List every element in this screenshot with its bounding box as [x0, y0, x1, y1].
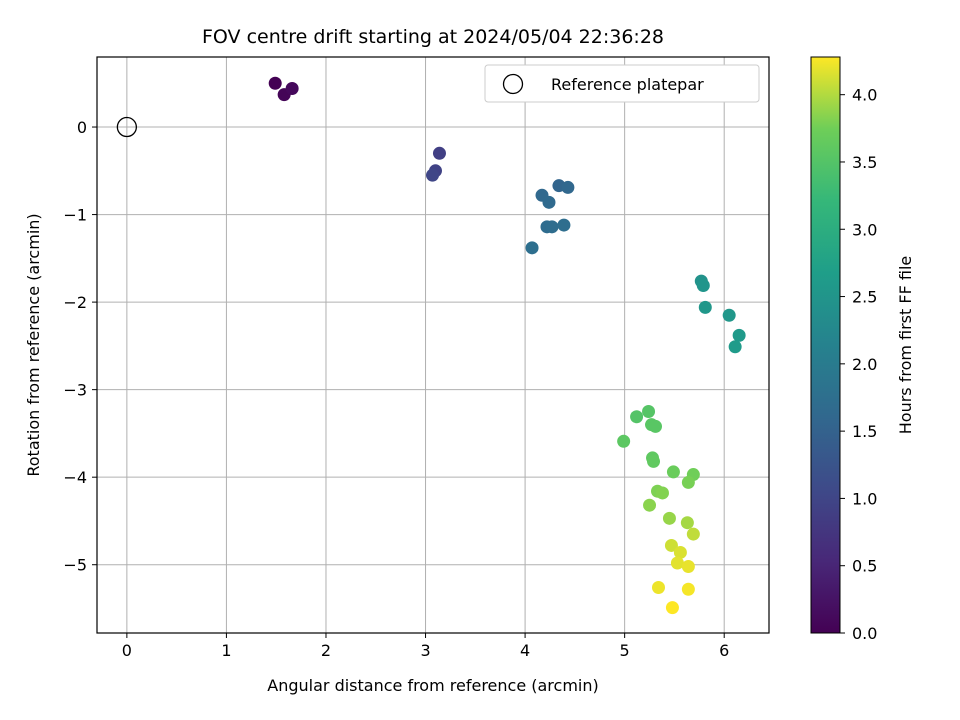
- plot-frame: [96, 56, 770, 634]
- legend-entry-reference: Reference platepar: [551, 75, 704, 94]
- data-point: [728, 340, 742, 354]
- y-tick-label: −3: [63, 381, 87, 400]
- data-point: [681, 582, 695, 596]
- data-point: [662, 511, 676, 525]
- colorbar-tick-label: 4.0: [852, 86, 877, 105]
- y-axis-ticks: 0 −1 −2 −3 −4 −5: [63, 118, 97, 575]
- y-axis-label: Rotation from reference (arcmin): [24, 213, 43, 476]
- y-tick-label: −1: [63, 206, 87, 225]
- colorbar-tick-label: 1.0: [852, 489, 877, 508]
- x-tick-label: 4: [520, 641, 530, 660]
- data-point: [681, 559, 695, 573]
- data-point: [426, 168, 440, 182]
- data-point: [686, 527, 700, 541]
- data-point: [732, 328, 746, 342]
- chart-title: FOV centre drift starting at 2024/05/04 …: [202, 26, 664, 48]
- data-point: [557, 218, 571, 232]
- data-point: [268, 76, 282, 90]
- data-point: [285, 82, 299, 96]
- colorbar-tick-label: 3.0: [852, 220, 877, 239]
- x-tick-label: 0: [122, 641, 132, 660]
- legend-reference-marker: [502, 73, 524, 95]
- data-point: [525, 241, 539, 255]
- data-point: [651, 580, 665, 594]
- colorbar-gradient: [810, 56, 841, 634]
- data-point: [666, 465, 680, 479]
- data-point: [696, 278, 710, 292]
- colorbar-label: Hours from first FF file: [896, 256, 915, 435]
- data-point: [617, 434, 631, 448]
- y-tick-label: −2: [63, 293, 87, 312]
- data-point: [670, 556, 684, 570]
- data-point: [432, 146, 446, 160]
- data-point: [561, 180, 575, 194]
- x-tick-label: 2: [321, 641, 331, 660]
- data-point: [655, 486, 669, 500]
- colorbar-ticks: 0.0 0.5 1.0 1.5 2.0 2.5 3.0 3.5 4.0: [840, 86, 877, 643]
- colorbar-tick-label: 0.0: [852, 624, 877, 643]
- data-point: [681, 475, 695, 489]
- colorbar: 0.0 0.5 1.0 1.5 2.0 2.5 3.0 3.5 4.0 Hours from f…: [810, 56, 915, 643]
- y-tick-label: −5: [63, 556, 87, 575]
- grid-lines: [97, 57, 769, 633]
- data-point: [630, 410, 644, 424]
- data-point: [649, 419, 663, 433]
- data-point: [664, 538, 678, 552]
- x-tick-label: 3: [420, 641, 430, 660]
- reference-platepar-marker: [116, 116, 138, 138]
- data-point: [642, 405, 656, 419]
- y-tick-label: 0: [77, 118, 87, 137]
- reference-marker-group: [116, 116, 138, 138]
- data-point: [680, 516, 694, 530]
- legend-box: [484, 64, 760, 103]
- colorbar-tick-label: 2.5: [852, 288, 877, 307]
- colorbar-tick-label: 0.5: [852, 557, 877, 576]
- data-point: [643, 498, 657, 512]
- data-point: [665, 601, 679, 615]
- x-tick-label: 1: [221, 641, 231, 660]
- x-axis-label: Angular distance from reference (arcmin): [267, 676, 598, 695]
- y-tick-label: −4: [63, 468, 87, 487]
- colorbar-tick-label: 1.5: [852, 422, 877, 441]
- colorbar-tick-label: 2.0: [852, 355, 877, 374]
- data-point: [545, 220, 559, 234]
- x-tick-label: 6: [719, 641, 729, 660]
- legend: Reference platepar: [484, 64, 760, 103]
- x-axis-ticks: 0 1 2 3 4 5 6: [122, 633, 729, 660]
- data-point: [647, 454, 661, 468]
- data-point: [542, 195, 556, 209]
- data-point: [673, 545, 687, 559]
- data-points: [268, 76, 746, 615]
- data-point: [722, 308, 736, 322]
- colorbar-tick-label: 3.5: [852, 153, 877, 172]
- data-point: [698, 300, 712, 314]
- x-tick-label: 5: [620, 641, 630, 660]
